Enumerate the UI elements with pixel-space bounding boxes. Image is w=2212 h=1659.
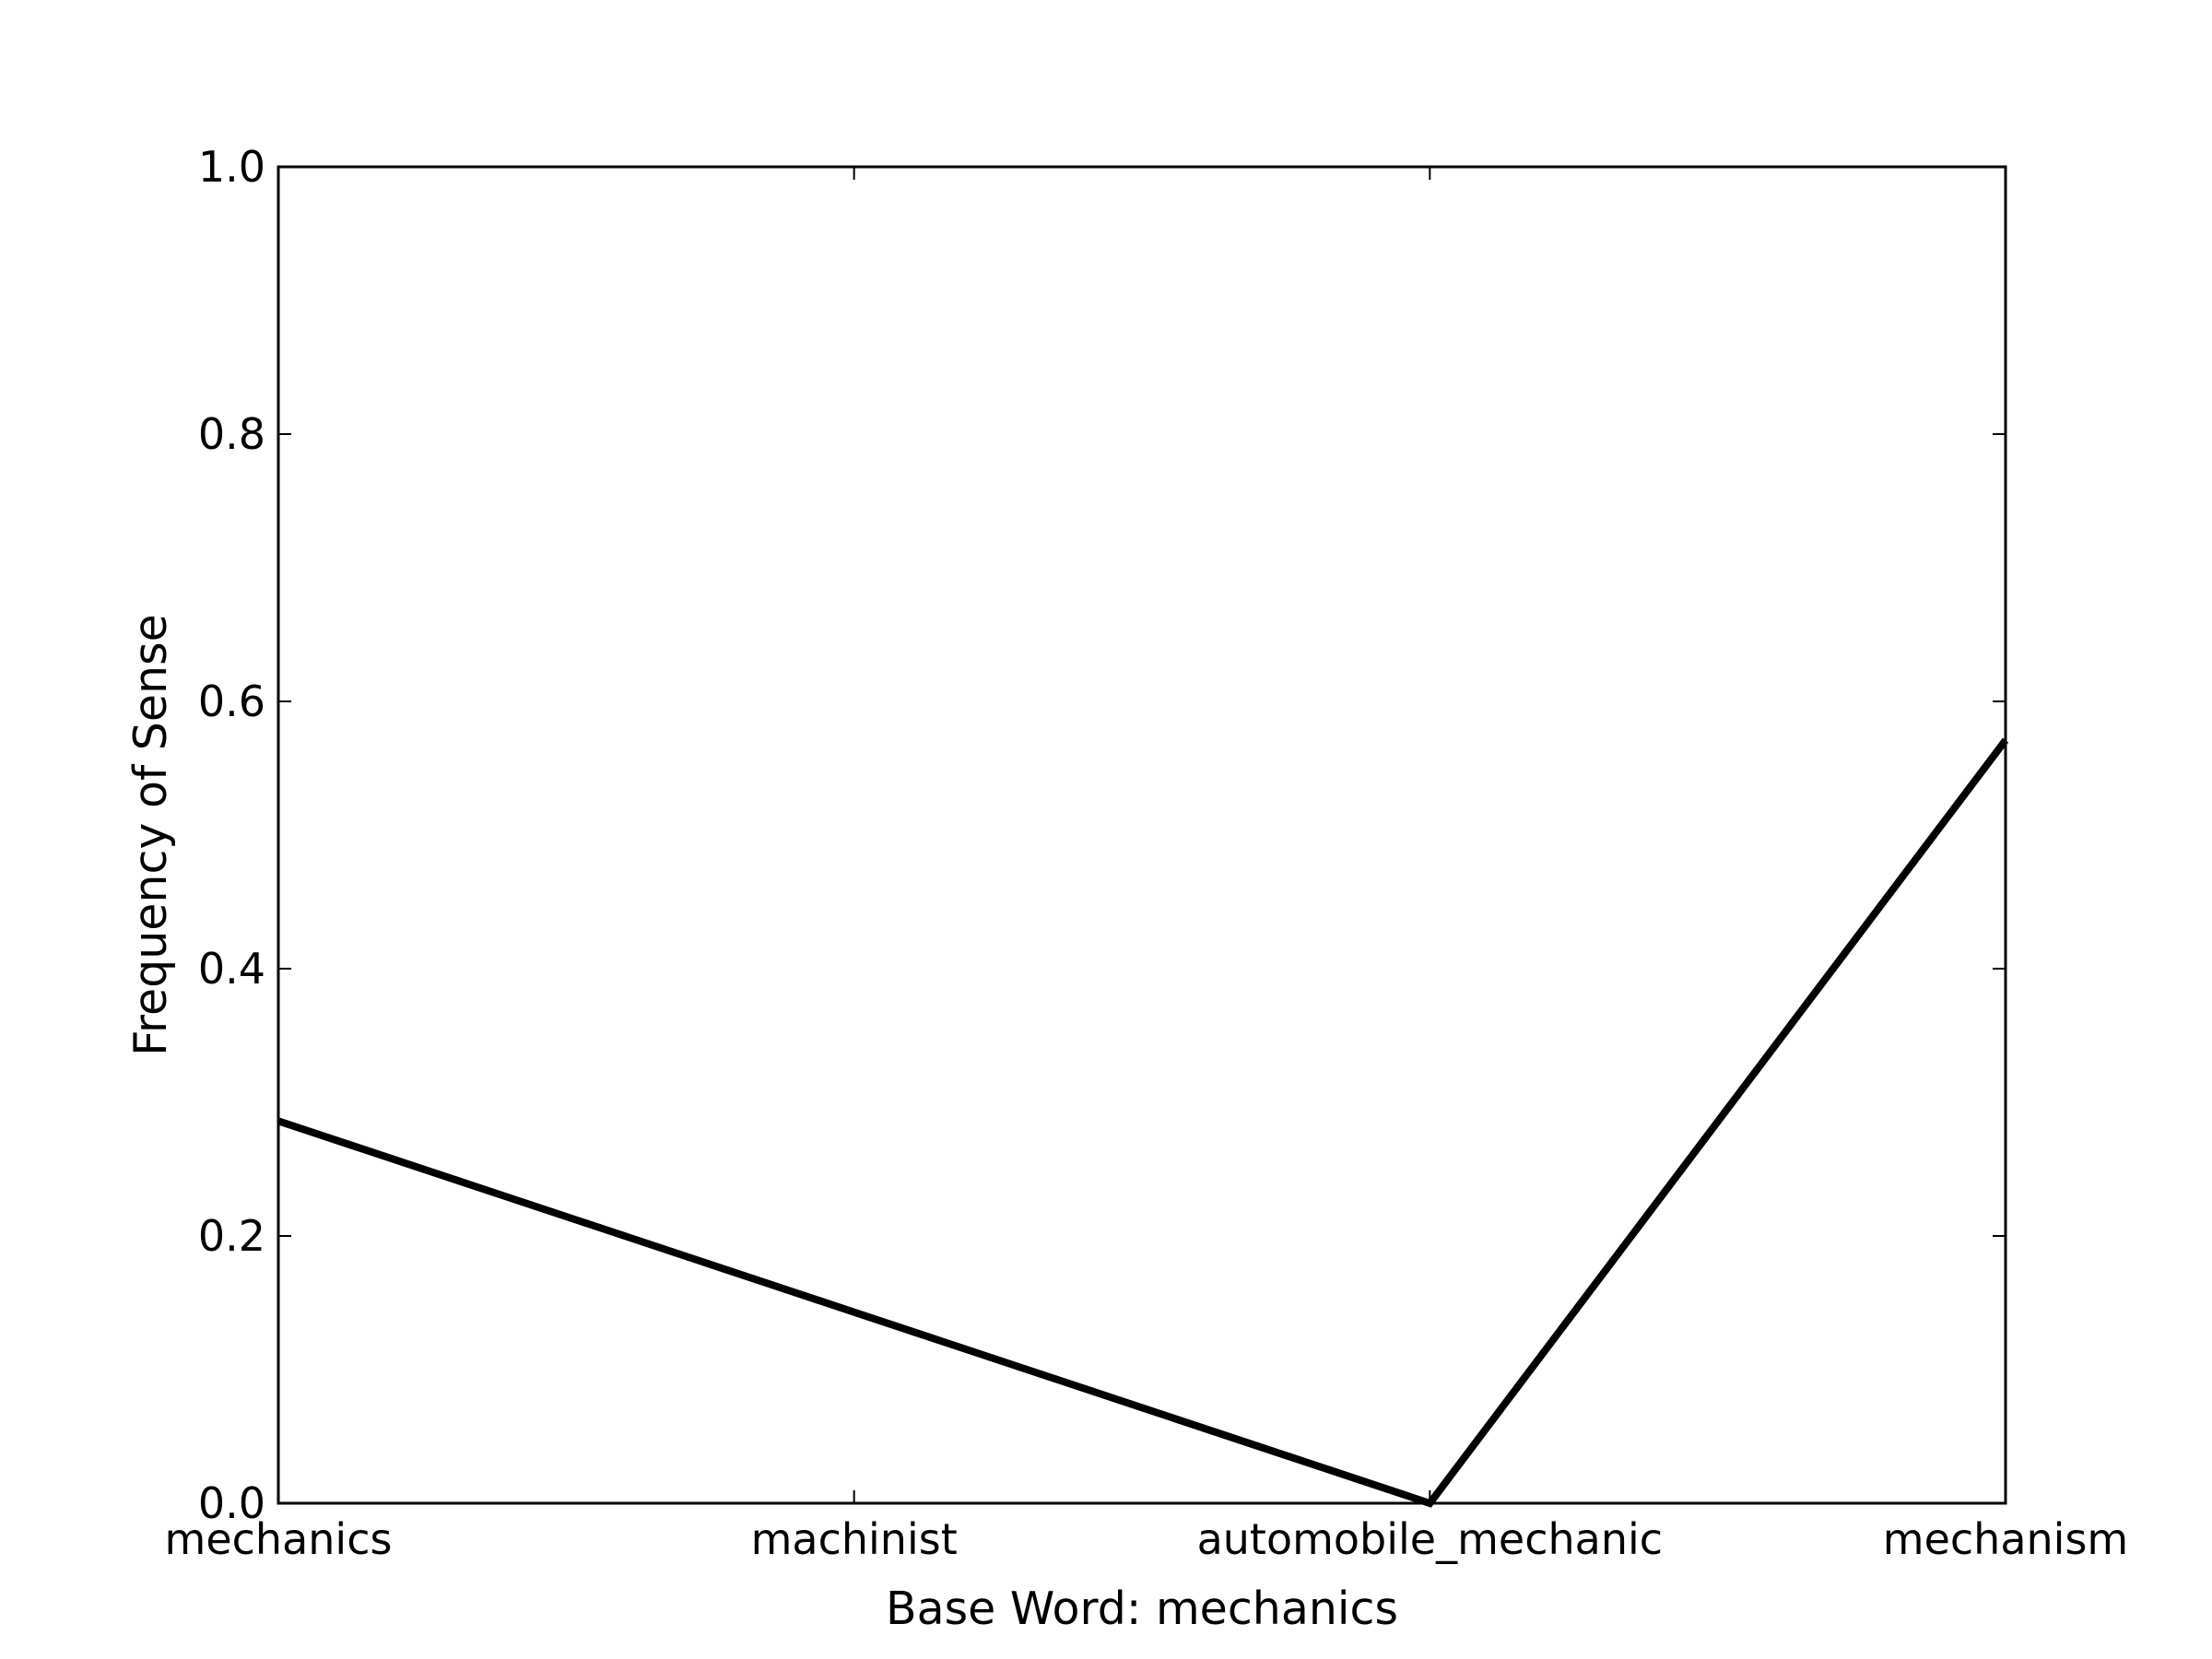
- plot-area-frame: [276, 165, 2007, 1505]
- y-axis-label: Frequency of Sense: [124, 614, 177, 1056]
- y-tick-label: 0.2: [198, 1211, 265, 1261]
- x-axis-label: Base Word: mechanics: [886, 1583, 1398, 1635]
- x-tick-label: machinist: [751, 1514, 958, 1564]
- y-tick-label: 0.4: [198, 944, 265, 994]
- x-tick-label: mechanism: [1883, 1514, 2128, 1564]
- y-tick-label: 0.6: [198, 677, 265, 726]
- series-layer: [276, 737, 2009, 1508]
- y-tick-label: 1.0: [198, 142, 265, 192]
- y-tick-label: 0.8: [198, 409, 265, 459]
- series-line: [276, 737, 2009, 1508]
- x-tick-label: automobile_mechanic: [1197, 1514, 1664, 1564]
- tick-labels-layer: 0.0 0.2 0.4 0.6 0.8 1.0 mechanics machinist auto…: [165, 142, 2129, 1564]
- y-tick-label: 0.0: [198, 1478, 265, 1528]
- x-tick-label: mechanics: [165, 1514, 393, 1564]
